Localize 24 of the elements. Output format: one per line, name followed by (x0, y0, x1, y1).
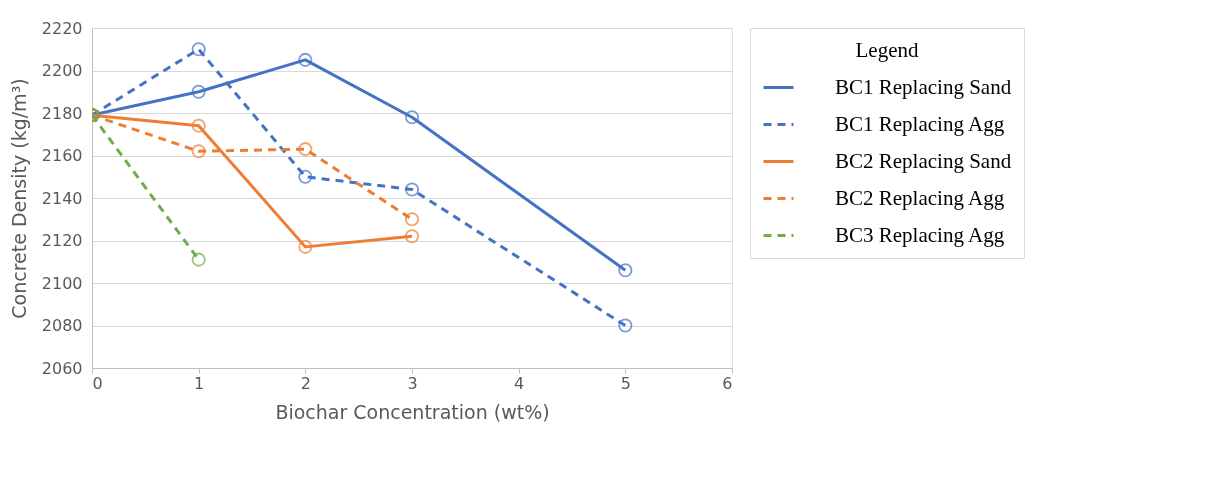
x-tick-label: 5 (620, 373, 631, 393)
x-tick-label: 4 (514, 373, 525, 393)
x-tick-label: 1 (194, 373, 205, 393)
legend-label: BC1 Replacing Agg (835, 111, 1005, 136)
x-tick-label: 6 (722, 373, 733, 393)
legend-label: BC1 Replacing Sand (835, 74, 1012, 99)
legend-title: Legend (855, 38, 919, 62)
y-tick-label: 2220 (41, 18, 83, 38)
x-tick-label: 2 (300, 373, 311, 393)
y-tick-label: 2160 (41, 146, 83, 165)
y-tick-label: 2100 (41, 273, 83, 293)
legend-label: BC2 Replacing Agg (835, 185, 1005, 210)
legend-label: BC2 Replacing Sand (835, 148, 1012, 173)
y-tick-label: 2180 (41, 103, 83, 123)
x-tick-label: 3 (407, 373, 418, 393)
y-axis-title: Concrete Density (kg/m³) (7, 78, 30, 319)
y-tick-label: 2080 (41, 316, 83, 335)
y-tick-label: 2200 (41, 61, 83, 80)
x-axis-title: Biochar Concentration (wt%) (275, 400, 550, 423)
y-tick-label: 2120 (41, 231, 83, 250)
y-tick-label: 2060 (41, 358, 83, 378)
x-tick-label: 0 (92, 373, 103, 393)
legend-label: BC3 Replacing Agg (835, 222, 1005, 247)
y-tick-label: 2140 (41, 188, 83, 208)
